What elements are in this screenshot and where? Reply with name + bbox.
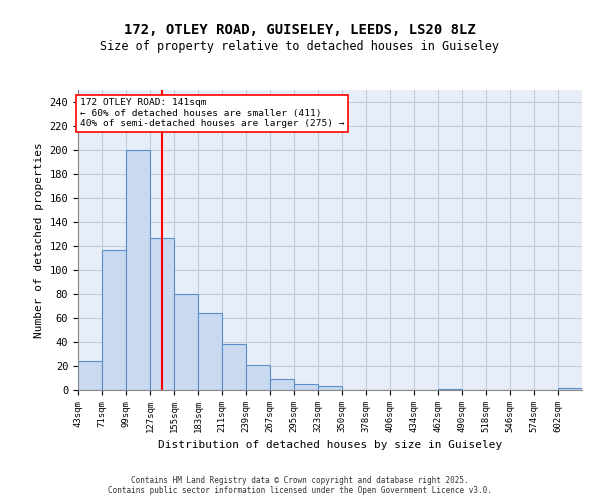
- Text: Contains HM Land Registry data © Crown copyright and database right 2025.
Contai: Contains HM Land Registry data © Crown c…: [108, 476, 492, 495]
- Bar: [246, 365, 270, 390]
- Bar: [222, 344, 246, 390]
- X-axis label: Distribution of detached houses by size in Guiseley: Distribution of detached houses by size …: [158, 440, 502, 450]
- Text: Size of property relative to detached houses in Guiseley: Size of property relative to detached ho…: [101, 40, 499, 53]
- Bar: [438, 389, 462, 390]
- Text: 172, OTLEY ROAD, GUISELEY, LEEDS, LS20 8LZ: 172, OTLEY ROAD, GUISELEY, LEEDS, LS20 8…: [124, 22, 476, 36]
- Bar: [78, 361, 102, 390]
- Bar: [126, 150, 150, 390]
- Bar: [318, 386, 342, 390]
- Bar: [558, 388, 582, 390]
- Y-axis label: Number of detached properties: Number of detached properties: [34, 142, 44, 338]
- Bar: [198, 313, 222, 390]
- Bar: [174, 294, 198, 390]
- Bar: [150, 238, 174, 390]
- Bar: [102, 250, 126, 390]
- Bar: [270, 379, 294, 390]
- Text: 172 OTLEY ROAD: 141sqm
← 60% of detached houses are smaller (411)
40% of semi-de: 172 OTLEY ROAD: 141sqm ← 60% of detached…: [80, 98, 344, 128]
- Bar: [294, 384, 318, 390]
